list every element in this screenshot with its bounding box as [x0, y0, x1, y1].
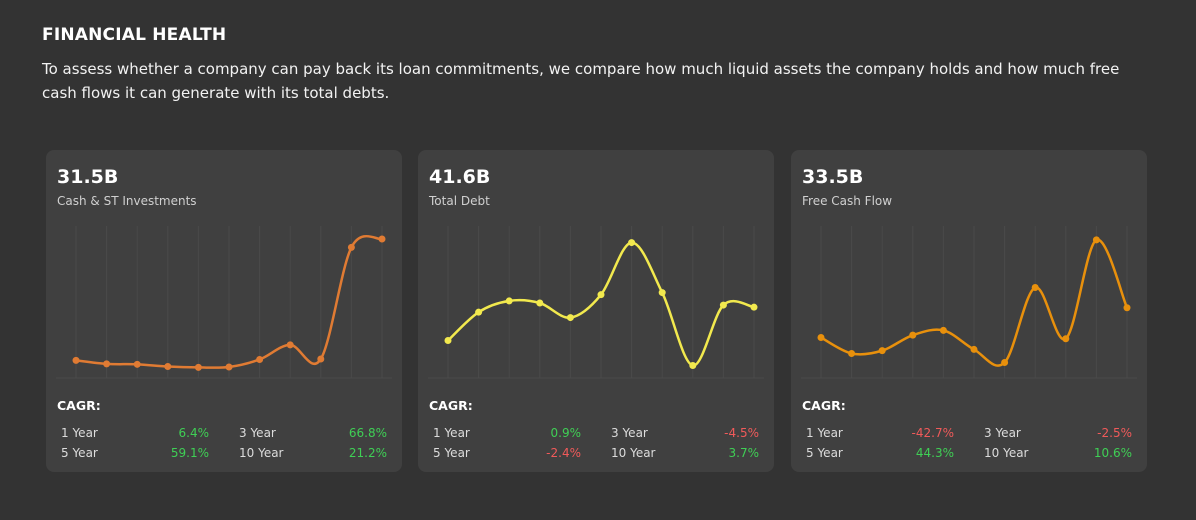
- cagr-label-3y: 3 Year: [239, 426, 276, 440]
- free-cash-flow-card: 33.5B Free Cash Flow CAGR: 1 Year -42.7%…: [791, 150, 1147, 472]
- data-point[interactable]: [1031, 284, 1039, 292]
- data-point[interactable]: [286, 341, 294, 349]
- data-point[interactable]: [317, 355, 325, 363]
- data-point[interactable]: [505, 297, 513, 305]
- cagr-label-3y: 3 Year: [611, 426, 648, 440]
- data-point[interactable]: [566, 314, 574, 322]
- cagr-value-5y: -2.4%: [546, 446, 581, 460]
- data-point[interactable]: [194, 363, 202, 371]
- data-point[interactable]: [817, 334, 825, 342]
- debt-line-chart: [428, 226, 764, 379]
- cagr-value-3y: -4.5%: [724, 426, 759, 440]
- data-point[interactable]: [1123, 304, 1131, 312]
- card-value: 31.5B: [57, 166, 119, 188]
- data-point[interactable]: [378, 235, 386, 243]
- data-point[interactable]: [689, 362, 697, 369]
- data-point[interactable]: [103, 360, 111, 368]
- cagr-title: CAGR:: [57, 398, 101, 413]
- card-label: Total Debt: [429, 194, 490, 208]
- cagr-value-3y: -2.5%: [1097, 426, 1132, 440]
- data-point[interactable]: [133, 360, 141, 368]
- card-value: 33.5B: [802, 166, 864, 188]
- cagr-value-1y: 0.9%: [550, 426, 582, 440]
- cagr-value-10y: 10.6%: [1093, 446, 1132, 460]
- cagr-label-5y: 5 Year: [433, 446, 470, 460]
- fcf-line-chart: [801, 226, 1137, 379]
- cagr-title: CAGR:: [429, 398, 473, 413]
- cash-st-investments-card: 31.5B Cash & ST Investments CAGR: 1 Year…: [46, 150, 402, 472]
- cagr-label-10y: 10 Year: [611, 446, 656, 460]
- card-label: Cash & ST Investments: [57, 194, 197, 208]
- data-point[interactable]: [475, 308, 483, 316]
- data-point[interactable]: [225, 363, 233, 371]
- data-point[interactable]: [444, 337, 452, 344]
- cagr-label-3y: 3 Year: [984, 426, 1021, 440]
- data-point[interactable]: [1062, 335, 1070, 343]
- cagr-value-10y: 3.7%: [728, 446, 760, 460]
- data-point[interactable]: [1092, 236, 1100, 244]
- data-point[interactable]: [72, 356, 80, 364]
- data-point[interactable]: [878, 347, 886, 355]
- cagr-label-1y: 1 Year: [806, 426, 843, 440]
- data-point[interactable]: [628, 239, 636, 247]
- section-title: FINANCIAL HEALTH: [42, 25, 227, 45]
- series-line: [447, 241, 755, 367]
- card-value: 41.6B: [429, 166, 491, 188]
- cagr-title: CAGR:: [802, 398, 846, 413]
- data-point[interactable]: [536, 299, 544, 307]
- cagr-value-5y: 59.1%: [170, 446, 209, 460]
- total-debt-card: 41.6B Total Debt CAGR: 1 Year 0.9% 3 Yea…: [418, 150, 774, 472]
- cagr-label-1y: 1 Year: [61, 426, 98, 440]
- data-point[interactable]: [164, 363, 172, 371]
- cagr-label-10y: 10 Year: [239, 446, 284, 460]
- data-point[interactable]: [597, 291, 605, 299]
- cagr-label-5y: 5 Year: [61, 446, 98, 460]
- data-point[interactable]: [658, 289, 666, 297]
- cagr-label-1y: 1 Year: [433, 426, 470, 440]
- card-label: Free Cash Flow: [802, 194, 893, 208]
- cagr-value-1y: 6.4%: [178, 426, 210, 440]
- data-point[interactable]: [347, 243, 355, 251]
- cagr-value-3y: 66.8%: [348, 426, 387, 440]
- data-point[interactable]: [970, 345, 978, 353]
- section-description: To assess whether a company can pay back…: [42, 60, 1120, 102]
- data-point[interactable]: [1001, 359, 1009, 367]
- data-point[interactable]: [909, 331, 917, 339]
- cagr-value-1y: -42.7%: [911, 426, 954, 440]
- data-point[interactable]: [750, 303, 758, 311]
- cagr-label-5y: 5 Year: [806, 446, 843, 460]
- cagr-value-5y: 44.3%: [915, 446, 954, 460]
- data-point[interactable]: [719, 301, 727, 309]
- cagr-label-10y: 10 Year: [984, 446, 1029, 460]
- data-point[interactable]: [256, 355, 264, 363]
- data-point[interactable]: [939, 326, 947, 334]
- data-point[interactable]: [848, 349, 856, 357]
- cash-line-chart: [56, 226, 392, 379]
- cagr-value-10y: 21.2%: [348, 446, 387, 460]
